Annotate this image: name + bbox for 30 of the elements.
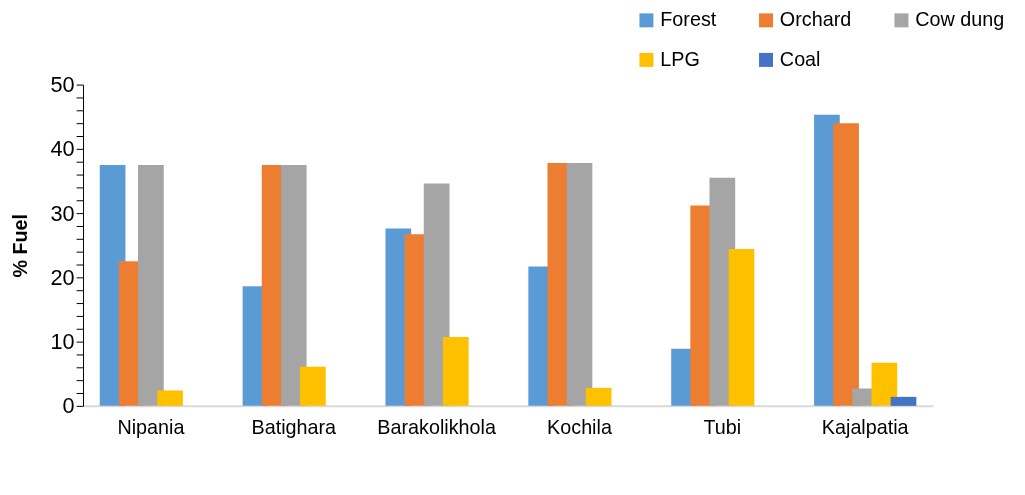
x-tick-label: Nipania [117,416,185,439]
y-axis-title: % Fuel [8,213,31,278]
y-tick-label: 0 [62,393,75,419]
bar [300,366,326,406]
y-tick-label: 40 [50,136,75,162]
bar [138,164,164,406]
legend-label: Cow dung [915,8,1005,31]
legend-label: Forest [660,8,717,31]
bar [423,183,450,406]
bar [871,362,898,406]
x-tick-label: Kochila [547,416,612,439]
legend-label: Orchard [779,8,852,31]
bar [566,163,593,406]
x-tick-label: Batighara [251,416,337,439]
bar [157,390,183,406]
legend-label: Coal [779,47,821,70]
x-tick-label: Barakolikhola [377,416,496,439]
y-tick-label: 10 [50,329,75,355]
bar [585,387,612,406]
bar [833,123,859,406]
y-tick-label: 30 [50,200,75,226]
bar [280,164,307,406]
x-tick-label: Kajalpatia [821,416,909,439]
x-tick-label: Tubi [703,416,742,439]
bar [890,396,917,406]
y-tick-label: 50 [50,72,75,98]
bar [728,249,755,406]
y-tick-label: 20 [50,264,75,290]
legend-label: LPG [660,47,700,70]
bar [442,337,469,406]
